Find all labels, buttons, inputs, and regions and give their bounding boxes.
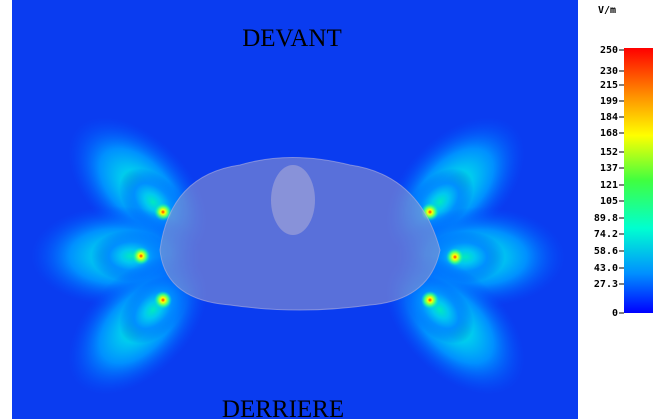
hotspot xyxy=(446,248,464,266)
colorbar-tick-label: 199 xyxy=(600,96,618,107)
colorbar-tick-label: 58.6 xyxy=(594,246,618,257)
body-model xyxy=(159,157,441,311)
bottom-label: DERRIERE xyxy=(222,396,344,419)
field-lobe xyxy=(119,276,187,344)
hotspot xyxy=(154,291,172,309)
hotspot xyxy=(421,291,439,309)
colorbar-tick-label: 230 xyxy=(600,66,618,77)
colorbar-tick-label: 137 xyxy=(600,163,618,174)
colorbar-tick-label: 250 xyxy=(600,45,618,56)
colorbar-tick-label: 27.3 xyxy=(594,279,618,290)
colorbar-tick-label: 0 xyxy=(612,308,618,319)
hotspot xyxy=(132,247,150,265)
colorbar-tick-label: 215 xyxy=(600,80,618,91)
colorbar-tick-label: 43.0 xyxy=(594,263,618,274)
field-lobe xyxy=(406,276,474,344)
colorbar-tick-label: 121 xyxy=(600,180,618,191)
colorbar-tick-label: 184 xyxy=(600,112,618,123)
colorbar-tick-label: 152 xyxy=(600,147,618,158)
head-model xyxy=(271,165,315,235)
colorbar-tick-label: 105 xyxy=(600,196,618,207)
colorbar-tick-label: 168 xyxy=(600,128,618,139)
colorbar xyxy=(624,48,653,313)
colorbar-tick-label: 74.2 xyxy=(594,229,618,240)
colorbar-ticks: 250 230 215 199 184 168 152 137 121 105 89.8 74.2 58… xyxy=(594,45,624,319)
colorbar-unit: V/m xyxy=(598,5,616,16)
top-label: DEVANT xyxy=(242,25,342,52)
colorbar-tick-label: 89.8 xyxy=(594,213,618,224)
